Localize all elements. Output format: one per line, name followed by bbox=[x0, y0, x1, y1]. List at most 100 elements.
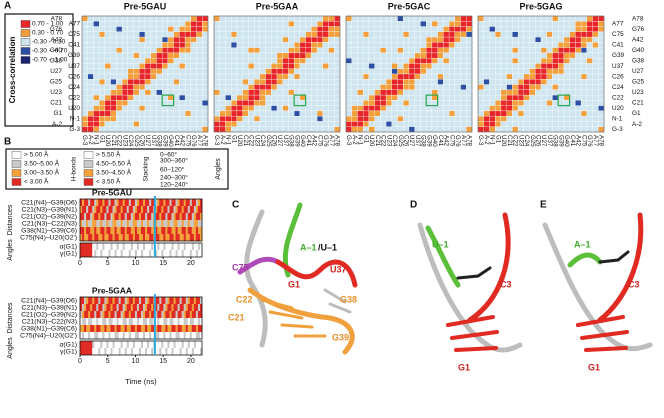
timeline-cell bbox=[117, 213, 119, 220]
timeline-cell bbox=[113, 325, 115, 332]
timeline-cell bbox=[127, 341, 129, 348]
heatmap-cell bbox=[535, 27, 541, 32]
heatmap-cell bbox=[311, 58, 317, 63]
timeline-cell bbox=[96, 227, 98, 234]
heatmap-cell bbox=[478, 111, 484, 116]
heatmap-cell bbox=[443, 85, 449, 90]
timeline-cell bbox=[137, 234, 139, 241]
heatmap-cell bbox=[443, 111, 449, 116]
heatmap-cell bbox=[225, 42, 231, 47]
timeline-cell bbox=[92, 311, 94, 318]
heatmap-cell bbox=[220, 48, 226, 53]
heatmap-cell bbox=[598, 69, 604, 74]
heatmap-cell bbox=[243, 90, 249, 95]
timeline-cell bbox=[108, 234, 110, 241]
heatmap-cell bbox=[369, 121, 375, 126]
legend-label: < 3.00 Å bbox=[24, 177, 49, 186]
heatmap-cell bbox=[547, 111, 553, 116]
heatmap-cell bbox=[501, 58, 507, 63]
heatmap-cell bbox=[478, 42, 484, 47]
heatmap-cell bbox=[248, 69, 254, 74]
timeline-cell bbox=[135, 213, 137, 220]
timeline-cell bbox=[178, 332, 180, 339]
heatmap-cell bbox=[145, 111, 151, 116]
heatmap-cell bbox=[134, 21, 140, 26]
heatmap-cell bbox=[260, 27, 266, 32]
heatmap-cell bbox=[99, 48, 105, 53]
heatmap-cell bbox=[535, 127, 541, 132]
timeline-cell bbox=[139, 220, 141, 227]
heatmap-cell bbox=[317, 111, 323, 116]
heatmap-cell bbox=[432, 58, 438, 63]
heatmap-cell bbox=[552, 116, 558, 121]
heatmap-cell bbox=[581, 69, 587, 74]
heatmap-cell bbox=[409, 116, 415, 121]
heatmap-cell bbox=[128, 121, 134, 126]
heatmap-cell bbox=[438, 16, 444, 21]
heatmap-cell bbox=[352, 106, 358, 111]
heatmap-cell bbox=[294, 48, 300, 53]
heatmap-cell bbox=[415, 95, 421, 100]
timeline-cell bbox=[184, 325, 186, 332]
heatmap-cell bbox=[260, 100, 266, 105]
heatmap-cell bbox=[564, 116, 570, 121]
heatmap-cell bbox=[535, 79, 541, 84]
heatmap-cell bbox=[598, 27, 604, 32]
heatmap-cell bbox=[174, 121, 180, 126]
heatmap-cell bbox=[266, 63, 272, 68]
timeline-cell bbox=[84, 243, 86, 250]
heatmap-cell bbox=[220, 111, 226, 116]
heatmap-cell bbox=[564, 85, 570, 90]
timeline-cell bbox=[180, 341, 182, 348]
timeline-cell bbox=[133, 213, 135, 220]
heatmap-cell bbox=[495, 111, 501, 116]
heatmap-cell bbox=[518, 95, 524, 100]
heatmap-cell bbox=[398, 21, 404, 26]
heatmap-cell bbox=[443, 21, 449, 26]
heatmap-cell bbox=[530, 42, 536, 47]
heatmap-cell bbox=[179, 127, 185, 132]
heatmap-cell bbox=[530, 116, 536, 121]
timeline-cell bbox=[127, 199, 129, 206]
heatmap-cell bbox=[558, 74, 564, 79]
heatmap-cell bbox=[507, 48, 513, 53]
heatmap-cell bbox=[122, 106, 128, 111]
heatmap-cell bbox=[283, 69, 289, 74]
heatmap-cell bbox=[598, 37, 604, 42]
heatmap-cell bbox=[524, 116, 530, 121]
timeline-cell bbox=[151, 348, 153, 355]
heatmap-cell bbox=[271, 48, 277, 53]
heatmap-cell bbox=[151, 100, 157, 105]
timeline-cell bbox=[86, 199, 88, 206]
heatmap-cell bbox=[552, 16, 558, 21]
heatmap-cell bbox=[151, 85, 157, 90]
heatmap-cell bbox=[449, 58, 455, 63]
heatmap-cell bbox=[294, 74, 300, 79]
heatmap-cell bbox=[105, 127, 111, 132]
timeline-cell bbox=[167, 213, 169, 220]
heatmap-cell bbox=[254, 79, 260, 84]
heatmap-cell bbox=[145, 79, 151, 84]
timeline-cell bbox=[139, 213, 141, 220]
heatmap-cell bbox=[403, 127, 409, 132]
heatmap-cell bbox=[593, 63, 599, 68]
heatmap-cell bbox=[426, 95, 432, 100]
heatmap-cell bbox=[225, 27, 231, 32]
heatmap-cell bbox=[489, 69, 495, 74]
heatmap-cell bbox=[541, 48, 547, 53]
heatmap-cell bbox=[489, 58, 495, 63]
timeline-cell bbox=[141, 311, 143, 318]
heatmap-cell bbox=[191, 58, 197, 63]
heatmap-cell bbox=[581, 100, 587, 105]
heatmap-cell bbox=[449, 79, 455, 84]
heatmap-cell bbox=[478, 116, 484, 121]
heatmap-cell bbox=[489, 48, 495, 53]
timeline-cell bbox=[90, 341, 92, 348]
heatmap-cell bbox=[288, 100, 294, 105]
heatmap-cell bbox=[266, 69, 272, 74]
timeline-cell bbox=[135, 243, 137, 250]
heatmap-cell bbox=[409, 21, 415, 26]
timeline-cell bbox=[96, 311, 98, 318]
heatmap-cell bbox=[334, 58, 340, 63]
heatmap-cell bbox=[507, 37, 513, 42]
